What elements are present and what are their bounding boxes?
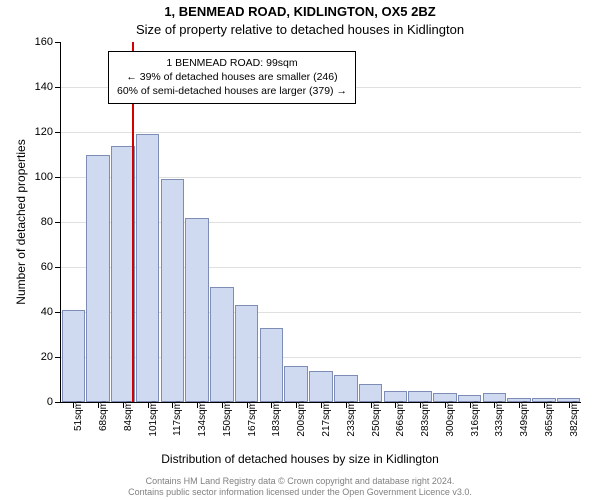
x-tick-label: 200sqm — [296, 401, 307, 437]
histogram-bar — [284, 366, 308, 402]
y-tick-label: 0 — [47, 396, 53, 408]
y-tick — [55, 402, 61, 403]
footer-line-1: Contains HM Land Registry data © Crown c… — [0, 476, 600, 487]
gridline — [61, 132, 581, 133]
x-tick-label: 316sqm — [470, 401, 481, 437]
x-tick-label: 150sqm — [222, 401, 233, 437]
chart-title: Size of property relative to detached ho… — [0, 22, 600, 37]
histogram-bar — [359, 384, 383, 402]
histogram-bar — [260, 328, 284, 402]
x-tick-label: 349sqm — [519, 401, 530, 437]
x-tick-label: 51sqm — [73, 401, 84, 431]
footer-line-2: Contains public sector information licen… — [0, 487, 600, 498]
histogram-bar — [185, 218, 209, 403]
histogram-bar — [111, 146, 135, 403]
x-tick-label: 101sqm — [148, 401, 159, 437]
y-tick — [55, 357, 61, 358]
histogram-bar — [86, 155, 110, 403]
x-tick-label: 217sqm — [321, 401, 332, 437]
x-tick-label: 333sqm — [494, 401, 505, 437]
histogram-bar — [62, 310, 86, 402]
histogram-bar — [210, 287, 234, 402]
x-tick-label: 233sqm — [346, 401, 357, 437]
y-tick — [55, 87, 61, 88]
annotation-box: 1 BENMEAD ROAD: 99sqm ← 39% of detached … — [108, 51, 356, 104]
y-tick — [55, 42, 61, 43]
x-tick-label: 167sqm — [247, 401, 258, 437]
x-tick-label: 382sqm — [569, 401, 580, 437]
chart-supertitle: 1, BENMEAD ROAD, KIDLINGTON, OX5 2BZ — [0, 4, 600, 19]
y-tick — [55, 222, 61, 223]
y-tick-label: 20 — [41, 351, 53, 363]
histogram-bar — [235, 305, 259, 402]
histogram-bar — [309, 371, 333, 403]
y-tick-label: 40 — [41, 306, 53, 318]
y-tick-label: 60 — [41, 261, 53, 273]
y-tick — [55, 312, 61, 313]
x-tick-label: 365sqm — [544, 401, 555, 437]
x-tick-label: 84sqm — [123, 401, 134, 431]
x-tick-label: 266sqm — [395, 401, 406, 437]
x-tick-label: 134sqm — [197, 401, 208, 437]
x-tick-label: 68sqm — [98, 401, 109, 431]
x-axis-label: Distribution of detached houses by size … — [0, 452, 600, 466]
footer: Contains HM Land Registry data © Crown c… — [0, 476, 600, 498]
y-tick-label: 100 — [35, 171, 53, 183]
histogram-bar — [334, 375, 358, 402]
y-axis-label: Number of detached properties — [14, 139, 28, 304]
x-tick-label: 183sqm — [271, 401, 282, 437]
y-tick-label: 160 — [35, 36, 53, 48]
x-tick-label: 117sqm — [172, 401, 183, 436]
y-tick — [55, 132, 61, 133]
chart-root: { "header": { "line1": "1, BENMEAD ROAD,… — [0, 0, 600, 500]
y-tick-label: 120 — [35, 126, 53, 138]
y-tick — [55, 267, 61, 268]
annotation-line-2: ← 39% of detached houses are smaller (24… — [117, 70, 347, 84]
histogram-bar — [161, 179, 185, 402]
y-tick-label: 80 — [41, 216, 53, 228]
annotation-line-3: 60% of semi-detached houses are larger (… — [117, 84, 347, 98]
annotation-line-1: 1 BENMEAD ROAD: 99sqm — [117, 56, 347, 70]
x-tick-label: 250sqm — [371, 401, 382, 437]
y-tick-label: 140 — [35, 81, 53, 93]
plot-area: 02040608010012014016051sqm68sqm84sqm101s… — [60, 42, 581, 403]
histogram-bar — [136, 134, 160, 402]
x-tick-label: 300sqm — [445, 401, 456, 437]
x-tick-label: 283sqm — [420, 401, 431, 437]
y-tick — [55, 177, 61, 178]
